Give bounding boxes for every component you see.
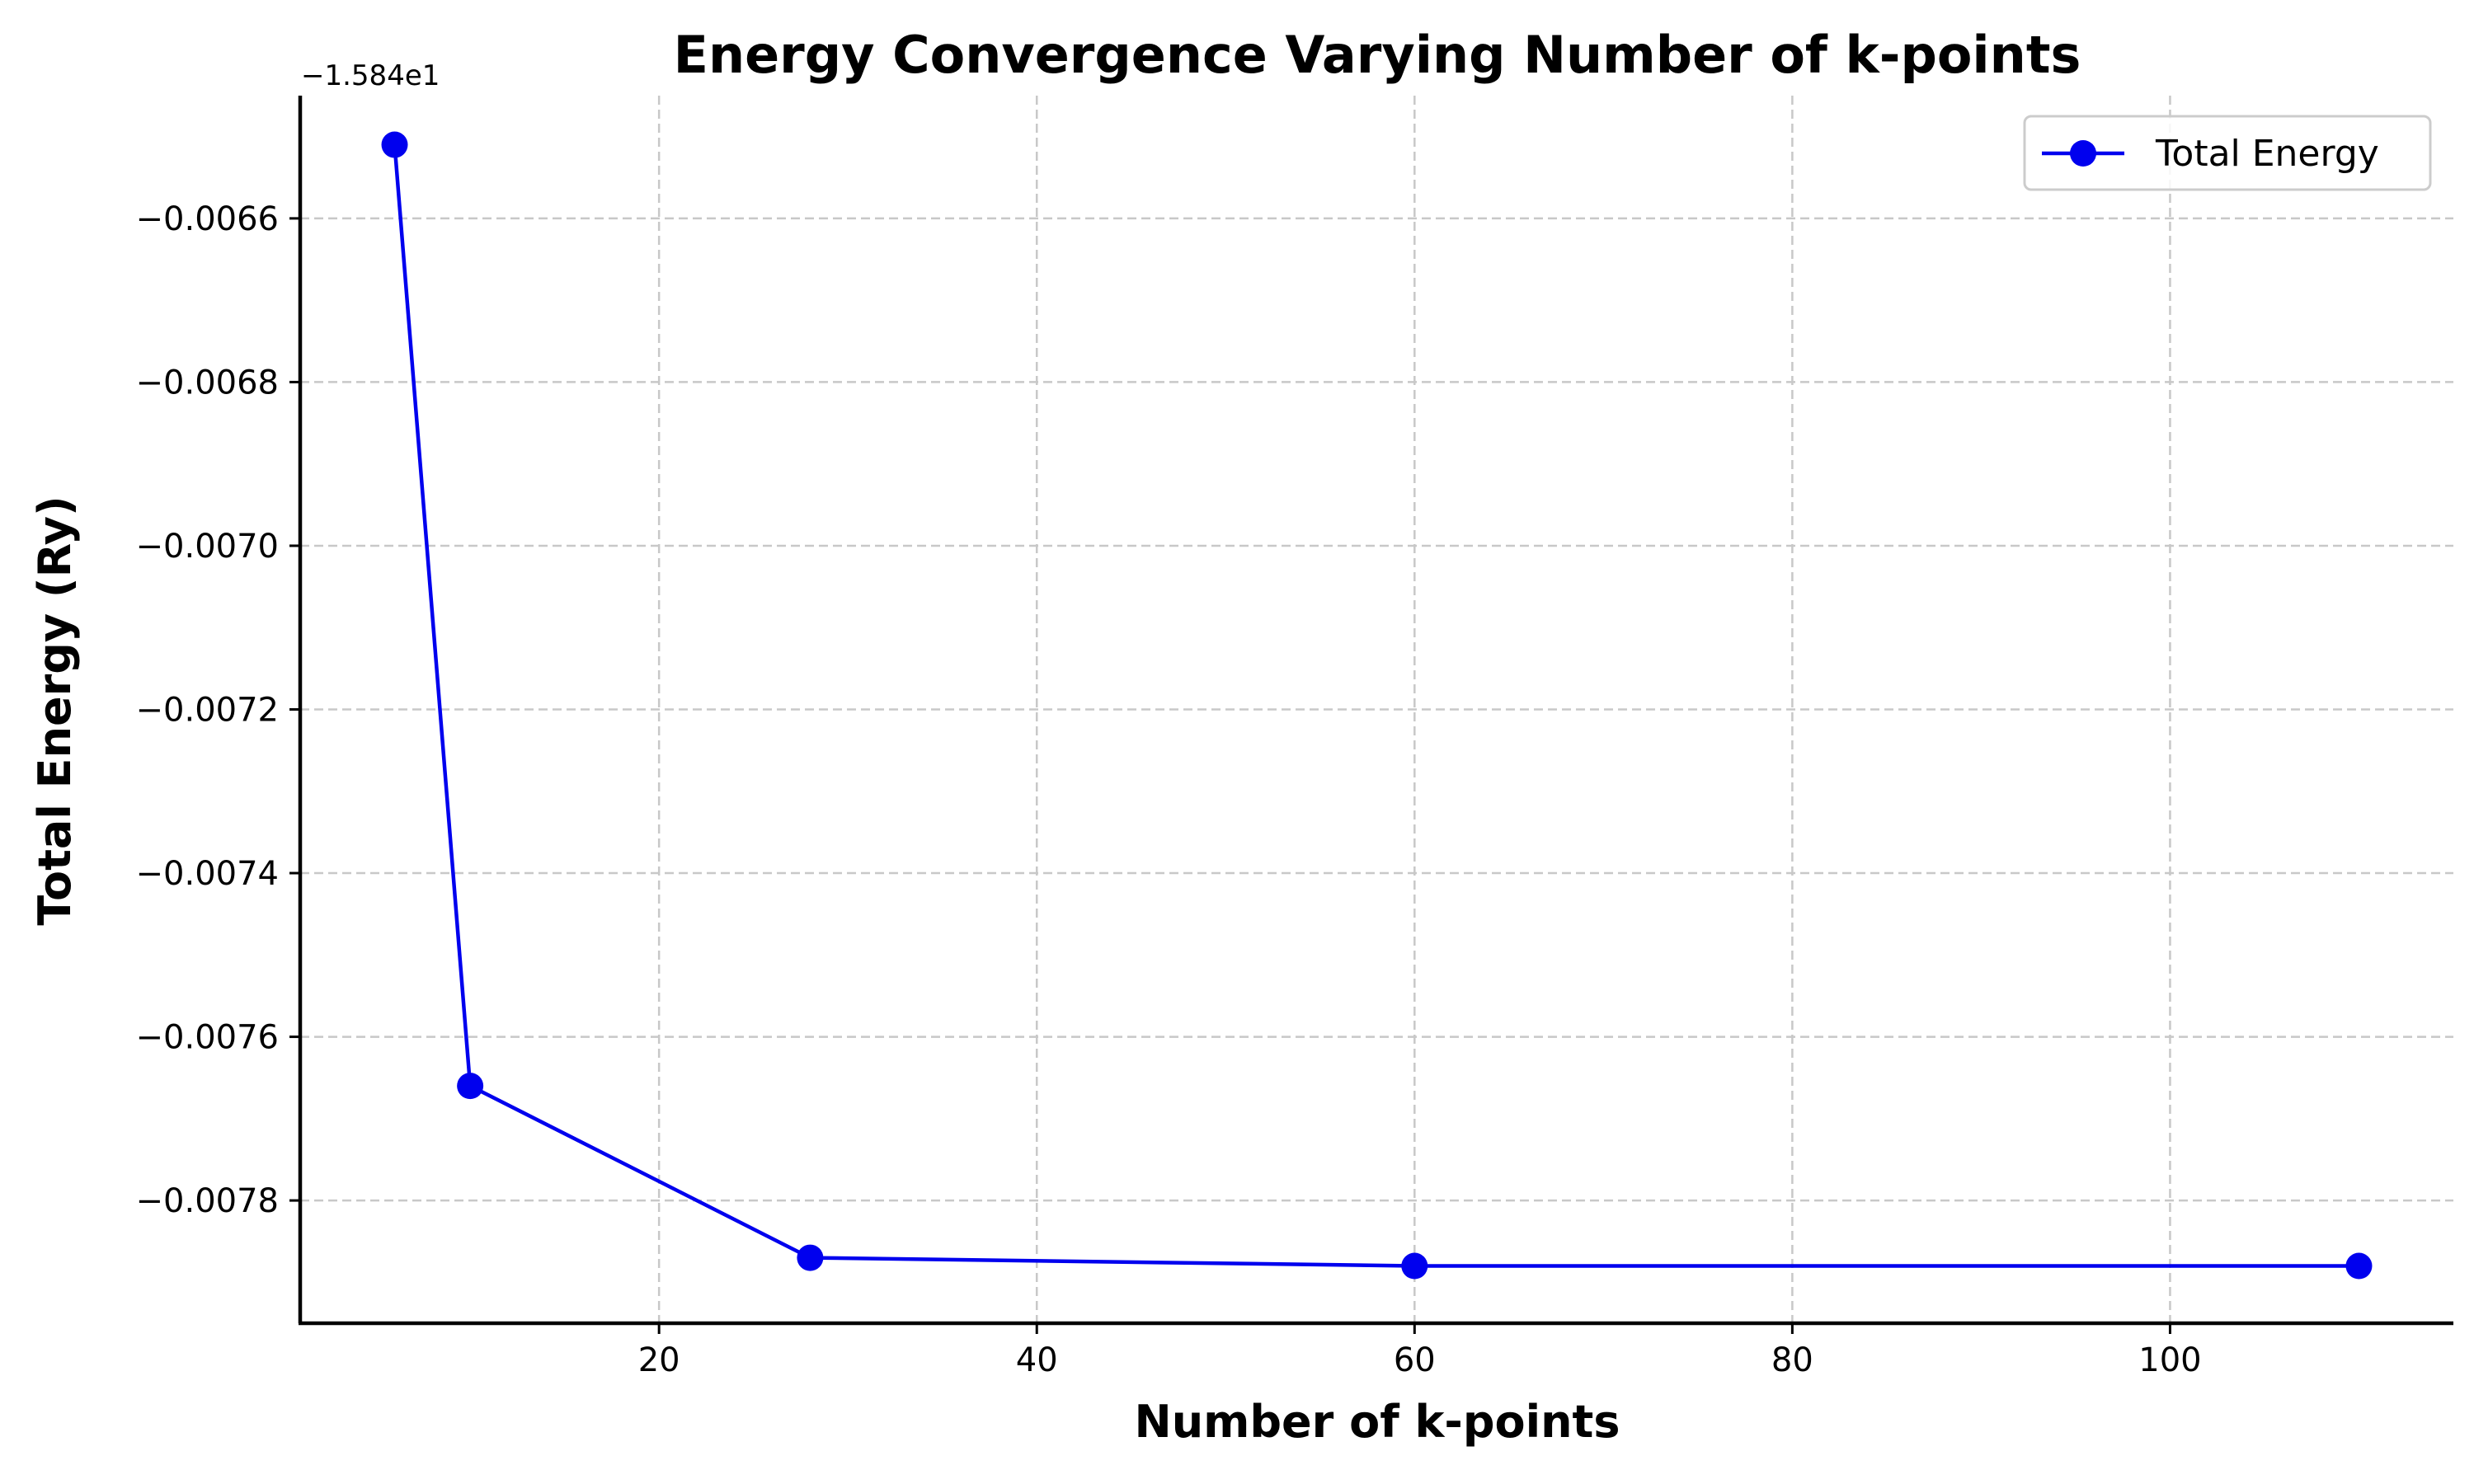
data-point: [1401, 1252, 1428, 1280]
x-tick-label: 40: [1016, 1341, 1058, 1379]
y-ticks: −0.0066 −0.0068 −0.0070 −0.0072 −0.0074 −0.00…: [136, 200, 300, 1220]
x-tick-label: 80: [1771, 1341, 1813, 1379]
x-tick-label: 20: [638, 1341, 680, 1379]
legend-marker-swatch: [2070, 140, 2096, 167]
legend-box: [2023, 115, 2432, 191]
y-axis-label: Total Energy (Ry): [29, 495, 81, 925]
y-tick-label: −0.0076: [136, 1019, 279, 1057]
x-tick-label: 100: [2138, 1341, 2201, 1379]
y-offset-label: −1.584e1: [301, 59, 440, 92]
chart-title: Energy Convergence Varying Number of k-p…: [674, 25, 2081, 85]
x-ticks: 20 40 60 80 100: [638, 1323, 2202, 1379]
y-tick-label: −0.0074: [136, 855, 279, 893]
y-tick-label: −0.0066: [136, 200, 279, 238]
legend-label: Total Energy: [2155, 133, 2379, 175]
y-tick-label: −0.0078: [136, 1182, 279, 1220]
legend: Total Energy: [2023, 115, 2432, 191]
data-point: [457, 1073, 484, 1100]
data-point: [2345, 1252, 2373, 1280]
series-layer: [381, 131, 2373, 1280]
y-tick-label: −0.0072: [136, 692, 279, 730]
series-line: [393, 144, 2359, 1268]
data-point: [381, 131, 408, 158]
x-axis-label: Number of k-points: [1135, 1396, 1620, 1448]
grid: [300, 96, 2453, 1323]
x-tick-label: 60: [1394, 1341, 1436, 1379]
y-tick-label: −0.0070: [136, 528, 279, 566]
data-point: [797, 1244, 824, 1271]
y-tick-label: −0.0068: [136, 364, 279, 402]
